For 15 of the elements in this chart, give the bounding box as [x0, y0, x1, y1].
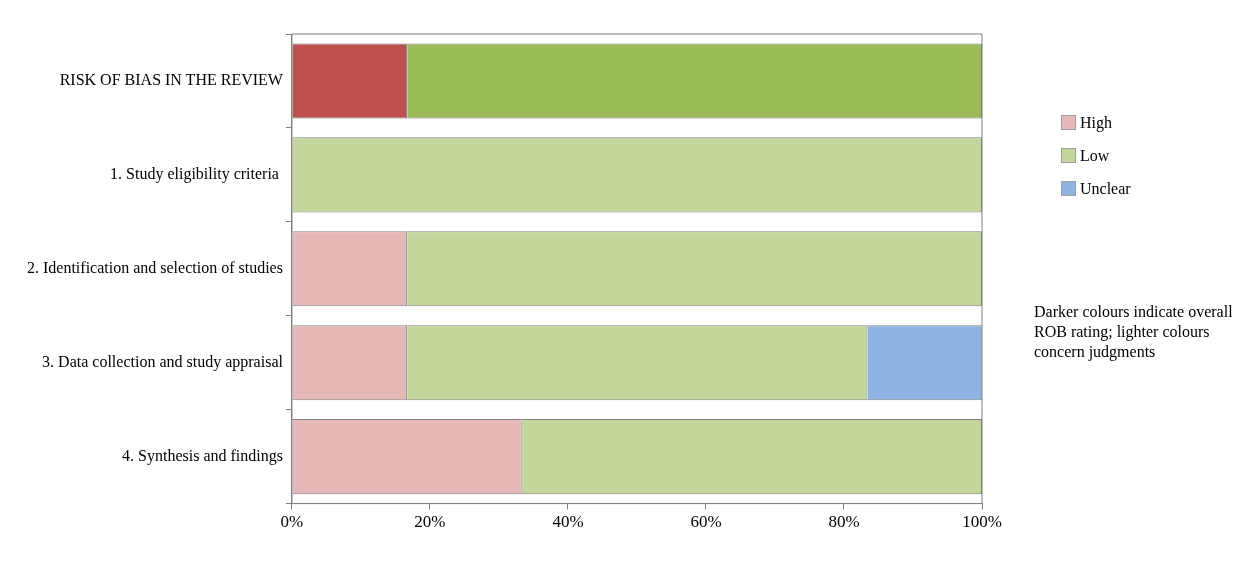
- y-tick-label: 4. Synthesis and findings: [122, 446, 283, 465]
- x-tick-label: 80%: [828, 512, 860, 532]
- legend-label: Unclear: [1080, 179, 1131, 199]
- legend-label: High: [1080, 113, 1112, 134]
- x-tick-label: 40%: [552, 512, 584, 532]
- y-tick-label: RISK OF BIAS IN THE REVIEW: [59, 71, 284, 89]
- x-tick-label: 100%: [962, 512, 1002, 532]
- y-tick-label: 1. Study eligibility criteria: [110, 165, 283, 184]
- x-tick-label: 60%: [690, 512, 722, 532]
- x-tick-label: 20%: [414, 512, 446, 532]
- legend-label: Low: [1080, 146, 1110, 166]
- x-tick-label: 0%: [280, 512, 304, 532]
- text: Darker colours indicate overall ROB rating; lighter colours concern judgments: [1034, 302, 1234, 362]
- y-tick-label: 2. Identification and selection of studies: [26, 259, 283, 276]
- y-tick-label: 3. Data collection and study appraisal: [42, 352, 284, 371]
